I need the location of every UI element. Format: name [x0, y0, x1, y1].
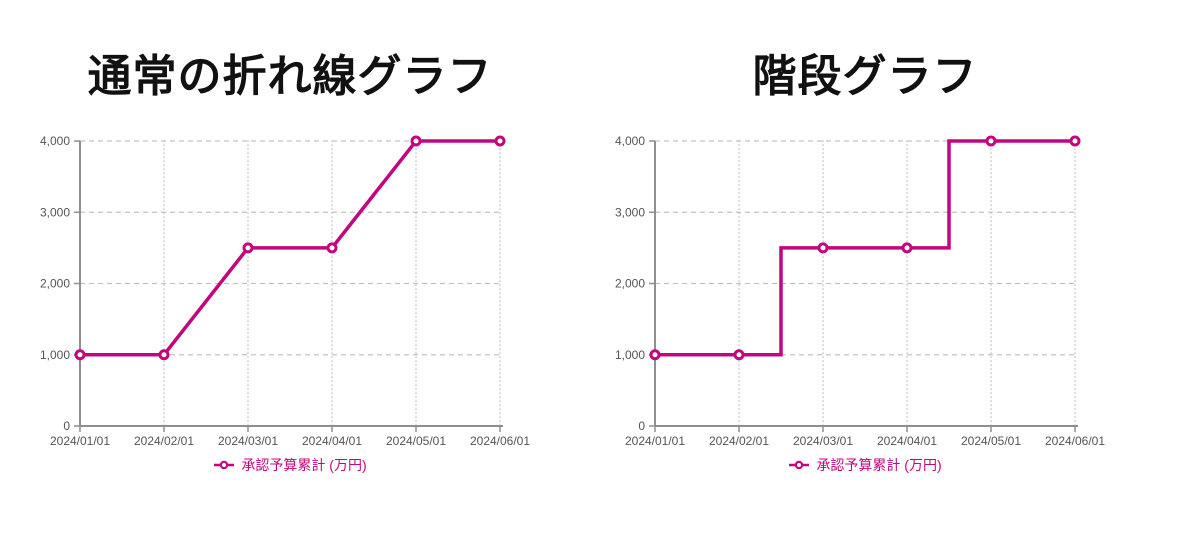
legend-label: 承認予算累計 (万円) [816, 457, 942, 473]
x-tick-label: 2024/04/01 [302, 434, 362, 448]
y-tick-label: 3,000 [40, 205, 70, 219]
y-tick-label: 2,000 [40, 277, 70, 291]
y-tick-label: 1,000 [615, 348, 645, 362]
series-marker-icon [214, 460, 235, 470]
line-chart-title: 通常の折れ線グラフ [87, 52, 493, 101]
data-point-marker [985, 135, 997, 147]
x-tick-label: 2024/01/01 [625, 434, 685, 448]
data-point-marker [494, 135, 506, 147]
data-point-marker [901, 242, 913, 254]
x-tick-label: 2024/01/01 [50, 434, 110, 448]
data-point-marker [410, 135, 422, 147]
data-point-marker [1069, 135, 1081, 147]
y-tick-label: 2,000 [615, 277, 645, 291]
x-tick-label: 2024/05/01 [961, 434, 1021, 448]
legend-label: 承認予算累計 (万円) [241, 457, 367, 473]
y-tick-label: 3,000 [615, 205, 645, 219]
y-tick-label: 4,000 [615, 134, 645, 148]
data-point-marker [649, 349, 661, 361]
x-tick-label: 2024/06/01 [470, 434, 530, 448]
step-chart-figure: 階段グラフ 0 1,000 2,000 3,000 4,000 2024/01/01 202… [575, 0, 1175, 550]
data-point-marker [326, 242, 338, 254]
x-tick-label: 2024/05/01 [386, 434, 446, 448]
x-tick-label: 2024/03/01 [218, 434, 278, 448]
x-tick-label: 2024/02/01 [709, 434, 769, 448]
line-chart-plot: 0 1,000 2,000 3,000 4,000 2024/01/01 2024/02/0… [40, 134, 530, 448]
data-point-marker [817, 242, 829, 254]
y-tick-label: 0 [63, 419, 70, 433]
x-tick-label: 2024/03/01 [793, 434, 853, 448]
data-point-marker [242, 242, 254, 254]
x-tick-label: 2024/02/01 [134, 434, 194, 448]
y-tick-label: 0 [638, 419, 645, 433]
data-line [655, 139, 1075, 357]
data-line [80, 139, 500, 357]
y-tick-label: 4,000 [40, 134, 70, 148]
data-point-marker [158, 349, 170, 361]
x-tick-label: 2024/06/01 [1045, 434, 1105, 448]
step-chart-title: 階段グラフ [752, 52, 978, 101]
data-point-marker [733, 349, 745, 361]
series-marker-icon [789, 460, 810, 470]
data-point-marker [74, 349, 86, 361]
line-chart-figure: 通常の折れ線グラフ 0 1,000 2,000 3,000 4,000 2024/01/0… [40, 52, 530, 475]
step-chart-plot: 0 1,000 2,000 3,000 4,000 2024/01/01 2024/02/0… [615, 134, 1105, 448]
y-tick-label: 1,000 [40, 348, 70, 362]
x-tick-label: 2024/04/01 [877, 434, 937, 448]
step-chart-legend[interactable]: 承認予算累計 (万円) [655, 455, 1075, 475]
line-chart-legend[interactable]: 承認予算累計 (万円) [80, 455, 500, 475]
